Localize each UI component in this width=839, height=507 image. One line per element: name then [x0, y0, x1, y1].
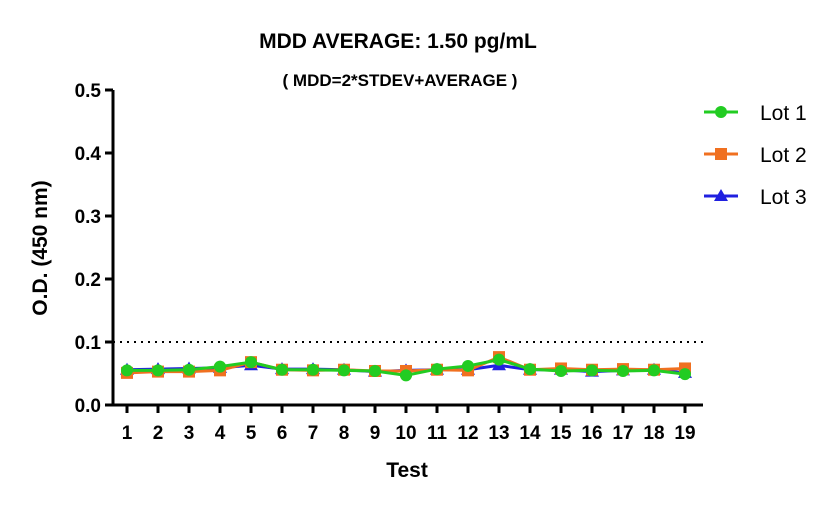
data-point	[152, 364, 164, 377]
y-tick-label: 0.5	[75, 81, 102, 102]
x-tick-label: 11	[427, 423, 448, 444]
x-tick-label: 19	[674, 423, 695, 444]
y-tick-label: 0.2	[75, 270, 101, 291]
data-point	[307, 363, 319, 376]
y-tick-label: 0.1	[75, 333, 102, 354]
data-point	[555, 364, 567, 377]
x-tick-label: 9	[370, 423, 381, 444]
x-tick-label: 3	[184, 423, 195, 444]
data-point	[121, 364, 133, 377]
x-tick-label: 14	[519, 423, 541, 444]
x-tick-label: 8	[339, 423, 350, 444]
x-axis-title: Test	[386, 459, 428, 482]
data-point	[183, 363, 195, 376]
x-tick-label: 16	[581, 423, 602, 444]
data-point	[493, 353, 505, 366]
data-point	[462, 359, 474, 372]
x-tick-label: 18	[643, 423, 664, 444]
chart-subtitle: ( MDD=2*STDEV+AVERAGE )	[283, 71, 518, 90]
data-point	[400, 369, 412, 382]
y-axis-title: O.D. (450 nm)	[29, 180, 52, 315]
x-tick-label: 7	[308, 423, 319, 444]
x-tick-label: 17	[612, 423, 633, 444]
y-tick-label: 0.3	[75, 207, 101, 228]
legend-marker	[715, 148, 727, 160]
y-tick-label: 0.4	[75, 144, 102, 165]
legend-label: Lot 1	[760, 102, 807, 125]
data-point	[245, 356, 257, 369]
chart-title: MDD AVERAGE: 1.50 pg/mL	[259, 30, 537, 53]
x-tick-label: 12	[457, 423, 478, 444]
x-tick-label: 6	[277, 423, 288, 444]
x-tick-label: 15	[550, 423, 572, 444]
data-point	[586, 364, 598, 377]
data-point	[648, 364, 660, 377]
x-tick-label: 1	[122, 423, 133, 444]
y-tick-label: 0.0	[75, 396, 101, 417]
x-tick-label: 10	[395, 423, 416, 444]
data-point	[214, 360, 226, 373]
legend-label: Lot 3	[760, 186, 807, 209]
x-tick-label: 13	[488, 423, 509, 444]
data-point	[369, 364, 381, 377]
data-point	[431, 363, 443, 376]
x-tick-label: 4	[215, 423, 226, 444]
x-tick-label: 2	[153, 423, 164, 444]
legend-label: Lot 2	[760, 144, 807, 167]
data-point	[338, 364, 350, 377]
legend-marker	[715, 106, 727, 118]
legend-marker	[714, 189, 728, 201]
x-tick-label: 5	[246, 423, 257, 444]
data-point	[679, 368, 691, 381]
data-point	[617, 364, 629, 377]
data-point	[276, 363, 288, 376]
data-point	[524, 363, 536, 376]
